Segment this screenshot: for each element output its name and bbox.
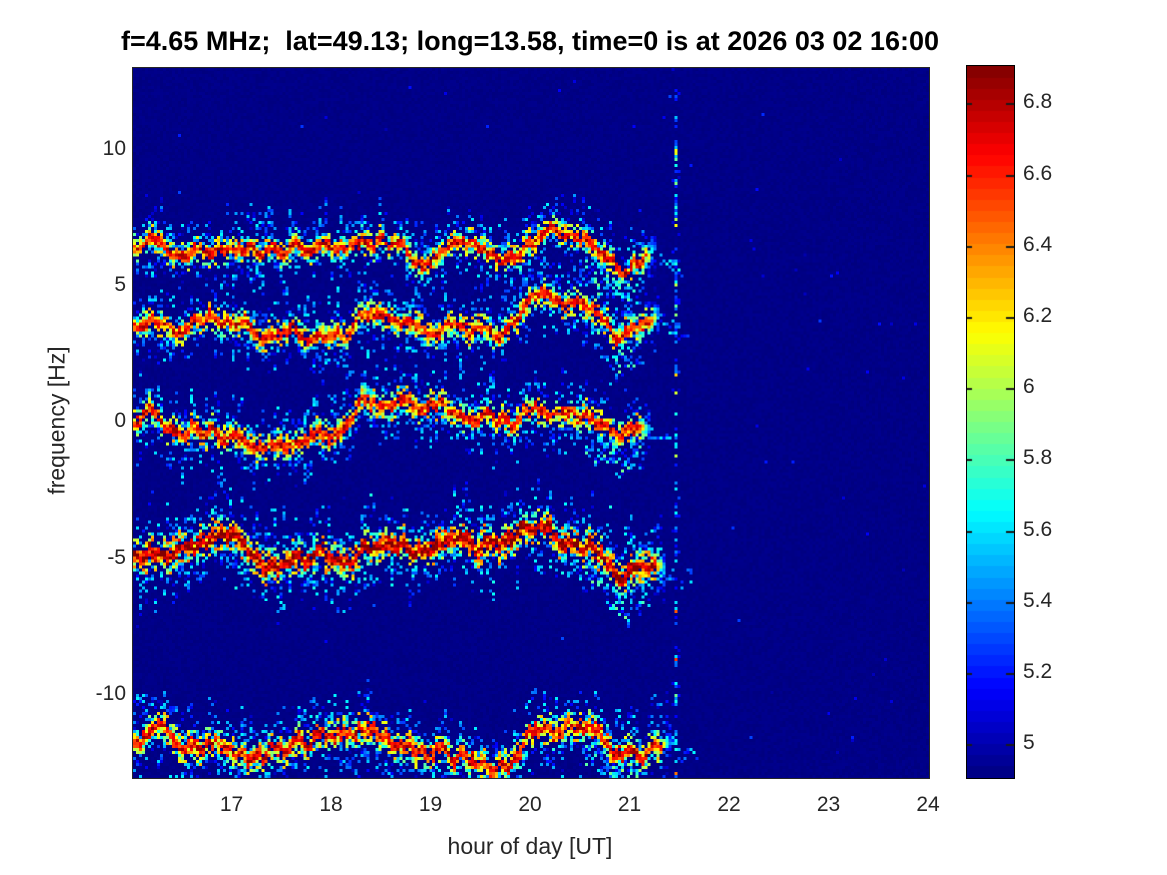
- x-tick-label: 20: [518, 793, 542, 816]
- y-tick-label: 10: [102, 136, 126, 160]
- x-tick-label: 19: [418, 793, 443, 816]
- x-tick-label: 24: [916, 793, 940, 816]
- colorbar-tick-label: 6.4: [1023, 232, 1053, 256]
- y-axis-label: frequency [Hz]: [43, 346, 70, 495]
- colorbar-tick-label: 6.2: [1023, 303, 1053, 327]
- x-tick-label: 18: [319, 793, 343, 816]
- y-tick-label: 0: [114, 409, 126, 433]
- x-tick-label: 22: [717, 793, 741, 816]
- chart-title: f=4.65 MHz; lat=49.13; long=13.58, time=…: [121, 26, 939, 56]
- colorbar: [966, 65, 1015, 779]
- colorbar-tick-label: 5.4: [1023, 588, 1053, 612]
- colorbar-tick-label: 5.6: [1023, 517, 1053, 541]
- x-tick-label: 17: [219, 793, 244, 816]
- y-tick-label: -10: [95, 681, 126, 705]
- colorbar-tick-label: 6: [1023, 375, 1035, 399]
- x-axis-label: hour of day [UT]: [447, 833, 613, 859]
- colorbar-canvas: [967, 66, 1014, 778]
- colorbar-tick-label: 5: [1023, 731, 1035, 755]
- colorbar-tick-label: 6.8: [1023, 90, 1053, 114]
- x-tick-label: 23: [816, 793, 841, 816]
- colorbar-tick-label: 5.8: [1023, 446, 1053, 470]
- spectrogram-canvas: [133, 68, 929, 778]
- x-tick-label: 21: [617, 793, 642, 816]
- plot-area: [132, 67, 930, 779]
- y-tick-label: 5: [114, 273, 126, 297]
- y-tick-label: -5: [107, 545, 126, 569]
- colorbar-tick-label: 5.2: [1023, 659, 1053, 683]
- colorbar-tick-label: 6.6: [1023, 161, 1053, 185]
